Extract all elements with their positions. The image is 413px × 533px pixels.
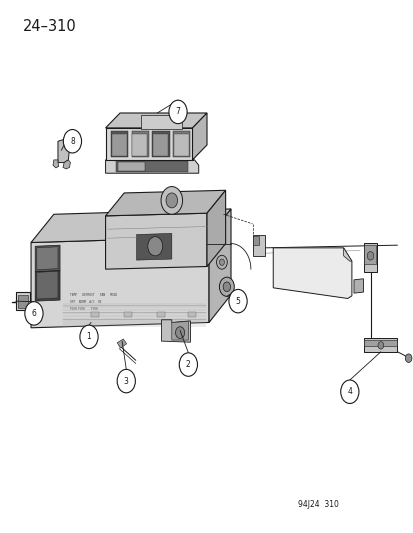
Polygon shape [273,248,351,298]
Polygon shape [188,312,195,317]
Text: PUSH PUSH    PUSH: PUSH PUSH PUSH [70,306,98,311]
Polygon shape [353,279,363,293]
Text: 3: 3 [123,377,128,385]
Circle shape [228,289,247,313]
Polygon shape [58,139,69,163]
Circle shape [25,302,43,325]
Polygon shape [112,134,126,156]
Text: 7: 7 [175,108,180,116]
Polygon shape [252,235,264,256]
Circle shape [219,259,224,265]
Polygon shape [192,113,206,160]
Polygon shape [105,213,206,269]
Polygon shape [116,161,188,172]
Polygon shape [37,271,58,299]
Polygon shape [31,209,230,243]
Text: 2: 2 [185,360,190,369]
Polygon shape [209,209,230,322]
Circle shape [366,252,373,260]
Text: 24–310: 24–310 [23,19,76,34]
Polygon shape [111,131,128,157]
Polygon shape [53,160,59,168]
Circle shape [179,353,197,376]
Polygon shape [132,134,147,156]
Polygon shape [37,247,58,270]
Polygon shape [91,312,98,317]
Polygon shape [105,190,225,216]
Text: 8: 8 [70,137,75,146]
Text: OFF  NORM  A/C  HI: OFF NORM A/C HI [70,300,102,304]
Polygon shape [31,237,209,328]
Polygon shape [173,134,188,156]
Text: 94J24  310: 94J24 310 [297,500,338,509]
Text: 4: 4 [347,387,351,396]
Polygon shape [206,190,225,266]
Polygon shape [363,338,396,352]
Polygon shape [35,245,60,272]
Text: 6: 6 [31,309,36,318]
Polygon shape [105,113,206,128]
Polygon shape [161,320,190,342]
Polygon shape [153,134,168,156]
Polygon shape [117,339,126,348]
Text: TEMP   DEFROST   FAN   MODE: TEMP DEFROST FAN MODE [70,293,117,297]
Polygon shape [105,160,198,173]
Polygon shape [105,128,192,160]
Polygon shape [131,131,149,157]
Polygon shape [140,115,182,129]
Polygon shape [124,312,131,317]
Circle shape [147,237,162,256]
Polygon shape [343,248,351,261]
Polygon shape [157,312,164,317]
Polygon shape [118,162,145,171]
Polygon shape [152,131,169,157]
Polygon shape [18,295,28,308]
Circle shape [216,255,227,269]
Polygon shape [171,321,188,340]
Polygon shape [136,233,171,260]
Circle shape [166,193,177,208]
Circle shape [219,277,234,296]
Polygon shape [35,271,60,301]
Circle shape [80,325,98,349]
Text: 1: 1 [86,333,91,341]
Circle shape [340,380,358,403]
Polygon shape [363,340,396,346]
Circle shape [223,282,230,292]
Text: 5: 5 [235,297,240,305]
Polygon shape [252,236,258,245]
Circle shape [63,130,81,153]
Circle shape [404,354,411,362]
Circle shape [175,327,184,338]
Polygon shape [16,292,30,310]
Circle shape [117,369,135,393]
Circle shape [169,100,187,124]
Polygon shape [363,245,375,264]
Polygon shape [173,131,190,157]
Circle shape [161,187,182,214]
Polygon shape [63,160,70,169]
Circle shape [377,342,383,349]
Polygon shape [363,243,376,272]
